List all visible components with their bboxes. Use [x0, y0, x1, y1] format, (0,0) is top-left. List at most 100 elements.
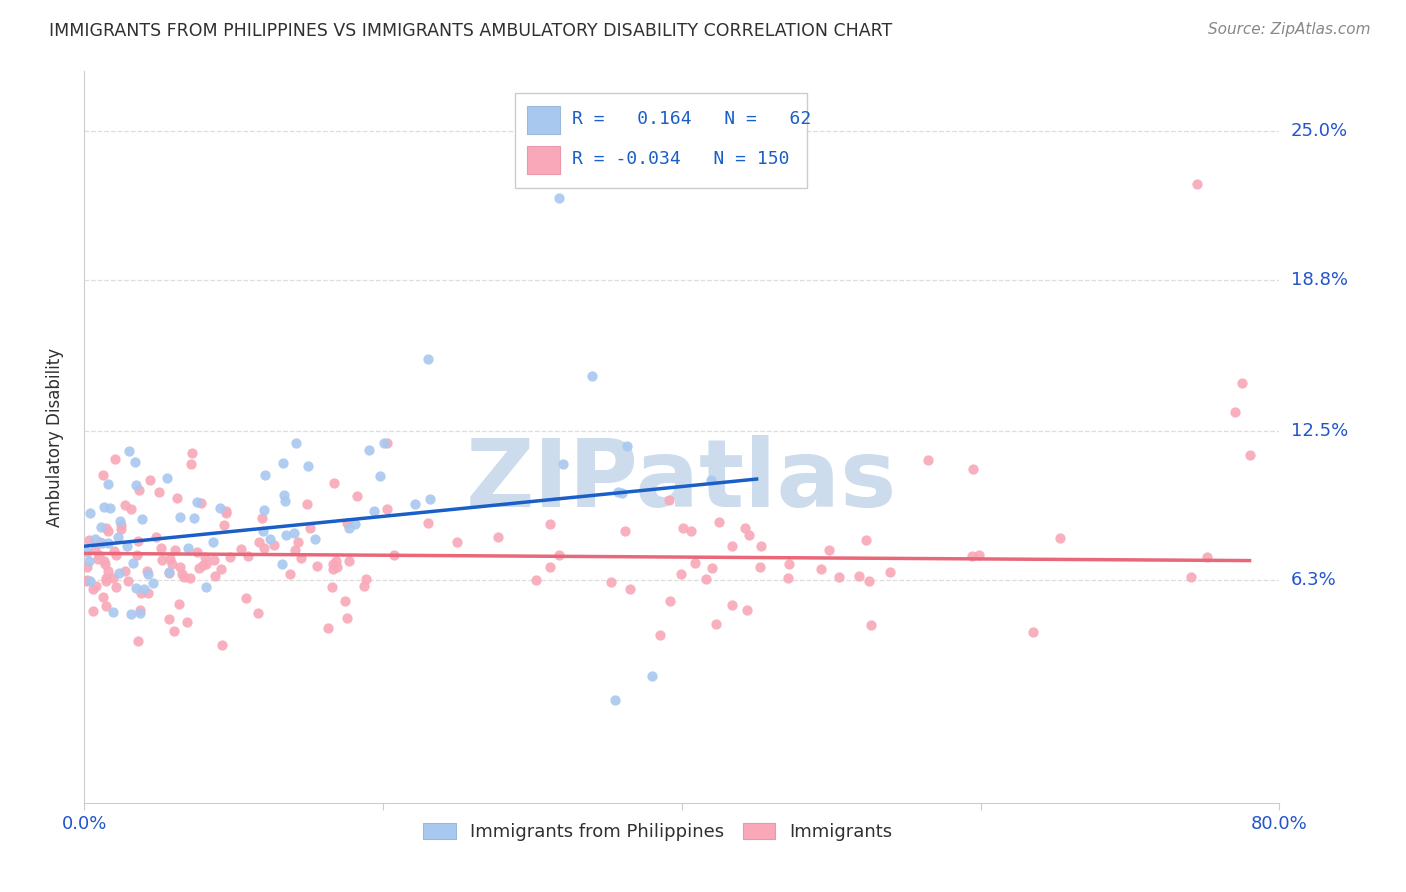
Point — [204, 568, 226, 582]
Point — [683, 556, 706, 570]
Point — [211, 638, 233, 652]
Point — [114, 564, 136, 578]
Point — [1187, 177, 1209, 191]
Point — [97, 524, 120, 539]
Point — [273, 488, 295, 502]
Point — [672, 521, 695, 535]
Point — [177, 541, 200, 555]
Point — [125, 582, 148, 596]
Point — [125, 548, 148, 562]
Point — [669, 566, 692, 581]
Point — [969, 548, 991, 562]
Point — [180, 446, 202, 460]
Point — [738, 527, 761, 541]
Point — [110, 522, 132, 536]
Point — [219, 549, 242, 564]
Point — [235, 591, 257, 606]
Point — [201, 534, 224, 549]
Text: 6.3%: 6.3% — [1291, 571, 1336, 589]
Point — [186, 494, 208, 508]
Point — [183, 510, 205, 524]
Point — [76, 560, 98, 574]
Point — [603, 692, 626, 706]
Point — [858, 574, 880, 588]
Point — [127, 634, 149, 648]
Point — [104, 580, 127, 594]
Point — [700, 473, 723, 487]
Text: 12.5%: 12.5% — [1291, 422, 1348, 440]
Point — [229, 542, 252, 557]
Point — [616, 439, 638, 453]
Point — [283, 526, 305, 541]
Point — [202, 553, 225, 567]
Point — [346, 489, 368, 503]
Point — [419, 492, 441, 507]
Point — [194, 549, 217, 564]
Point — [704, 617, 727, 632]
Point — [359, 443, 381, 458]
Point — [613, 524, 636, 538]
Point — [195, 580, 218, 594]
Point — [252, 541, 274, 555]
Text: 18.8%: 18.8% — [1291, 271, 1347, 289]
Point — [127, 534, 149, 549]
Point — [917, 453, 939, 467]
Point — [96, 571, 118, 585]
Point — [173, 570, 195, 584]
Point — [659, 593, 682, 607]
Point — [84, 579, 107, 593]
FancyBboxPatch shape — [515, 94, 807, 188]
Point — [131, 512, 153, 526]
Point — [166, 491, 188, 505]
Point — [855, 533, 877, 547]
Point — [149, 541, 172, 556]
Point — [375, 436, 398, 450]
Point — [108, 514, 131, 528]
Point — [103, 571, 125, 585]
Point — [247, 534, 270, 549]
Point — [276, 528, 298, 542]
Point — [188, 561, 211, 575]
Point — [209, 562, 232, 576]
Point — [142, 576, 165, 591]
Point — [167, 597, 190, 611]
Point — [373, 436, 395, 450]
Point — [132, 582, 155, 596]
Point — [363, 504, 385, 518]
Point — [176, 615, 198, 629]
Point — [695, 572, 717, 586]
Point — [1239, 448, 1261, 462]
Text: ZIPatlas: ZIPatlas — [467, 435, 897, 527]
Point — [163, 624, 186, 638]
Point — [103, 543, 125, 558]
Point — [98, 500, 121, 515]
Point — [94, 574, 117, 588]
Point — [353, 579, 375, 593]
Point — [962, 549, 984, 564]
Point — [94, 557, 117, 571]
Point — [776, 571, 799, 585]
Point — [169, 510, 191, 524]
Point — [87, 548, 110, 562]
Point — [259, 533, 281, 547]
Point — [333, 594, 356, 608]
Y-axis label: Ambulatory Disability: Ambulatory Disability — [45, 348, 63, 526]
Point — [93, 500, 115, 514]
Point — [128, 607, 150, 621]
Point — [128, 603, 150, 617]
Point — [215, 506, 238, 520]
Point — [163, 543, 186, 558]
Point — [322, 558, 344, 572]
Point — [326, 559, 349, 574]
Point — [1049, 531, 1071, 545]
Point — [827, 570, 849, 584]
Point — [1197, 549, 1219, 564]
Point — [209, 501, 232, 516]
Point — [446, 535, 468, 549]
Point — [125, 478, 148, 492]
Point — [156, 471, 179, 485]
Point — [121, 557, 143, 571]
Point — [96, 599, 118, 613]
Point — [370, 469, 392, 483]
Text: IMMIGRANTS FROM PHILIPPINES VS IMMIGRANTS AMBULATORY DISABILITY CORRELATION CHAR: IMMIGRANTS FROM PHILIPPINES VS IMMIGRANT… — [49, 22, 893, 40]
